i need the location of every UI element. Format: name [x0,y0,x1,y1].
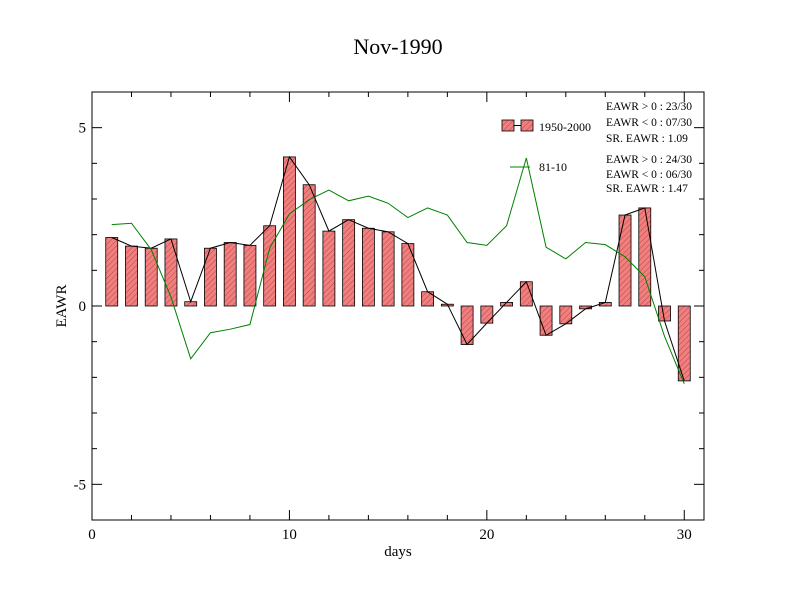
bar-day-13 [342,219,356,307]
bar-day-12 [322,230,336,307]
y-axis-label: EAWR [54,285,70,328]
x-tick-label-0: 0 [88,527,96,543]
bar-day-28 [638,207,652,307]
y-tick-label-5: 5 [79,121,87,137]
y-tick-label-0: 0 [79,299,87,315]
legend-label-1950-2000: 1950-2000 [539,120,591,134]
x-axis-label: days [384,544,412,560]
bar-day-3 [144,247,158,307]
stat-positive-1950-2000: EAWR > 0 : 23/30 [606,101,692,113]
legend-swatch-1950-2000-b [520,119,534,132]
stats-block-1950-2000: EAWR > 0 : 23/30 EAWR < 0 : 07/30 SR. EA… [606,101,692,145]
legend: 1950-2000 81-10 [501,119,591,174]
stat-sr-1950-2000: SR. EAWR : 1.09 [606,133,688,145]
x-tick-label-30: 30 [677,527,692,543]
bar-day-6 [204,247,217,307]
x-tick-label-20: 20 [479,527,494,543]
x-axis-ticks: 0 10 20 30 [88,92,692,543]
bar-day-8 [243,244,257,307]
bar-day-23 [539,305,553,336]
stat-negative-1950-2000: EAWR < 0 : 07/30 [606,117,692,129]
bar-day-14 [361,227,375,307]
bar-day-20 [480,305,494,324]
stat-negative-81-10: EAWR < 0 : 06/30 [606,169,692,181]
line-series-81-10 [111,157,685,384]
bar-day-15 [381,231,395,307]
bar-series-1950-2000 [105,156,691,382]
bar-day-1 [105,237,119,307]
legend-swatch-1950-2000 [501,119,515,132]
stats-block-81-10: EAWR > 0 : 24/30 EAWR < 0 : 06/30 SR. EA… [606,154,692,195]
x-tick-label-10: 10 [282,527,297,543]
stat-positive-81-10: EAWR > 0 : 24/30 [606,154,692,166]
bar-day-7 [223,242,237,307]
y-axis-ticks: -5 0 5 [74,91,704,521]
y-tick-label--5: -5 [74,477,87,493]
stat-sr-81-10: SR. EAWR : 1.47 [606,183,688,195]
legend-label-81-10: 81-10 [539,160,567,174]
bar-day-10 [283,156,296,307]
line-series-1950-2000 [111,155,685,382]
chart-title: Nov-1990 [353,34,442,59]
bar-day-19 [460,305,474,345]
bar-day-2 [125,245,138,307]
